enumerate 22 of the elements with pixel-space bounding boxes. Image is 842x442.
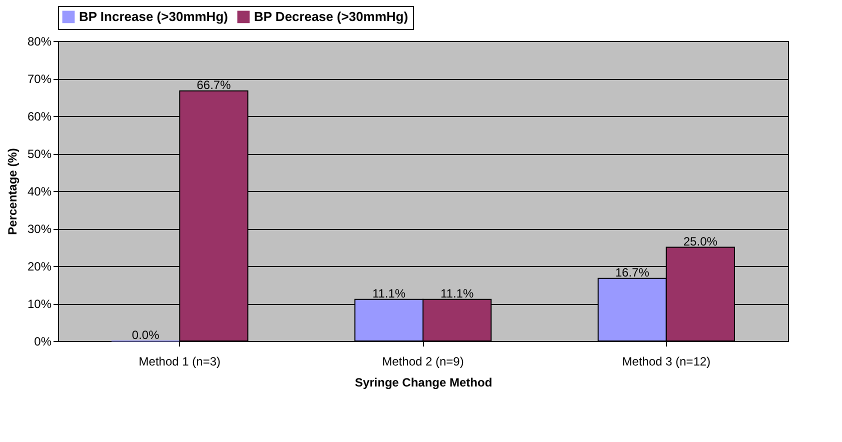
data-label: 16.7% [615, 265, 650, 280]
y-tick-label: 50% [27, 147, 52, 161]
y-tick-label: 80% [27, 34, 52, 48]
data-label: 11.1% [440, 286, 474, 300]
y-tick-label: 10% [27, 297, 52, 311]
x-tick-label: Method 2 (n=9) [382, 354, 464, 368]
x-axis-title: Syringe Change Method [354, 376, 492, 390]
x-tick-label: Method 3 (n=12) [622, 354, 711, 368]
data-label: 25.0% [683, 234, 718, 248]
y-axis-title: Percentage (%) [5, 148, 20, 235]
legend-label: BP Increase (>30mmHg) [79, 8, 228, 24]
data-label: 11.1% [372, 286, 406, 300]
y-tick-label: 30% [27, 222, 52, 236]
y-tick-label: 70% [27, 72, 52, 86]
y-tick-label: 40% [27, 184, 52, 198]
x-tick-label: Method 1 (n=3) [138, 354, 221, 368]
legend-label: BP Decrease (>30mmHg) [254, 8, 408, 24]
y-tick-label: 20% [27, 260, 52, 274]
y-tick-label: 60% [27, 110, 52, 124]
data-label: 0.0% [132, 328, 160, 342]
y-tick-label: 0% [34, 334, 52, 348]
data-label: 66.7% [196, 78, 232, 92]
